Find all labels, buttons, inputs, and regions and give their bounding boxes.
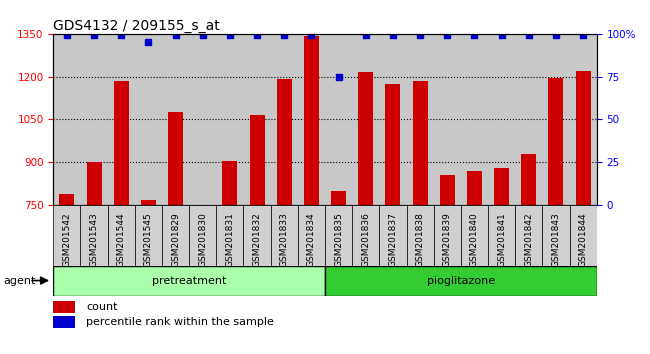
Bar (488, 205, 515, 266)
Point (361, 33, 371, 38)
Point (252, 33, 263, 38)
Point (388, 33, 398, 38)
Text: GSM201834: GSM201834 (307, 212, 316, 267)
Bar (59, 194, 74, 205)
Bar (222, 161, 237, 205)
Bar (406, 205, 434, 266)
Point (442, 33, 452, 38)
Bar (494, 168, 509, 205)
Bar (380, 205, 406, 266)
Point (279, 33, 289, 38)
Bar (325, 205, 352, 266)
Point (116, 33, 127, 38)
Bar (385, 84, 400, 205)
Text: GSM201838: GSM201838 (415, 212, 424, 267)
Point (415, 33, 425, 38)
Bar (358, 72, 373, 205)
Text: GSM201836: GSM201836 (361, 212, 370, 267)
Text: pretreatment: pretreatment (152, 275, 226, 286)
Text: GSM201832: GSM201832 (253, 212, 261, 267)
Text: GSM201837: GSM201837 (389, 212, 397, 267)
Point (198, 33, 208, 38)
Point (306, 33, 317, 38)
Text: GSM201830: GSM201830 (198, 212, 207, 267)
Bar (135, 205, 162, 266)
Point (62, 33, 72, 38)
Point (497, 33, 507, 38)
Point (469, 33, 480, 38)
Text: agent: agent (3, 275, 36, 286)
Bar (81, 205, 108, 266)
Bar (108, 205, 135, 266)
Bar (86, 162, 101, 205)
Text: GSM201542: GSM201542 (62, 212, 72, 267)
Bar (515, 205, 542, 266)
Point (170, 33, 181, 38)
Bar (461, 205, 488, 266)
Point (551, 33, 561, 38)
Text: GSM201833: GSM201833 (280, 212, 289, 267)
Text: GDS4132 / 209155_s_at: GDS4132 / 209155_s_at (53, 19, 220, 33)
Text: GSM201844: GSM201844 (578, 212, 588, 267)
Text: GSM201842: GSM201842 (525, 212, 533, 267)
Bar (277, 79, 292, 205)
Text: GSM201843: GSM201843 (551, 212, 560, 267)
Text: GSM201841: GSM201841 (497, 212, 506, 267)
Point (578, 33, 588, 38)
Point (524, 33, 534, 38)
Bar (569, 205, 597, 266)
Bar (304, 36, 319, 205)
Bar (53, 205, 81, 266)
Text: count: count (86, 302, 118, 313)
Bar (298, 205, 325, 266)
Bar (331, 191, 346, 205)
Bar (467, 171, 482, 205)
Text: GSM201829: GSM201829 (171, 212, 180, 267)
Point (89, 33, 99, 38)
Text: GSM201544: GSM201544 (117, 212, 125, 267)
Bar (270, 205, 298, 266)
Bar (53, 301, 75, 314)
Text: GSM201840: GSM201840 (470, 212, 479, 267)
Bar (53, 266, 325, 296)
Bar (325, 266, 597, 296)
Text: GSM201545: GSM201545 (144, 212, 153, 267)
Bar (114, 81, 129, 205)
Point (225, 33, 235, 38)
Bar (542, 205, 569, 266)
Point (333, 74, 344, 79)
Point (143, 39, 153, 45)
Bar (189, 205, 216, 266)
Bar (576, 71, 591, 205)
Bar (244, 205, 270, 266)
Bar (53, 316, 75, 329)
Bar (521, 154, 536, 205)
Bar (413, 81, 428, 205)
Bar (216, 205, 244, 266)
Text: GSM201831: GSM201831 (226, 212, 235, 267)
Bar (168, 112, 183, 205)
Bar (162, 205, 189, 266)
Text: GSM201835: GSM201835 (334, 212, 343, 267)
Bar (434, 205, 461, 266)
Bar (440, 175, 455, 205)
Bar (549, 78, 564, 205)
Bar (250, 115, 265, 205)
Bar (352, 205, 380, 266)
Text: GSM201543: GSM201543 (90, 212, 99, 267)
Text: pioglitazone: pioglitazone (427, 275, 495, 286)
Bar (141, 200, 156, 205)
Text: percentile rank within the sample: percentile rank within the sample (86, 318, 274, 327)
Text: GSM201839: GSM201839 (443, 212, 452, 267)
